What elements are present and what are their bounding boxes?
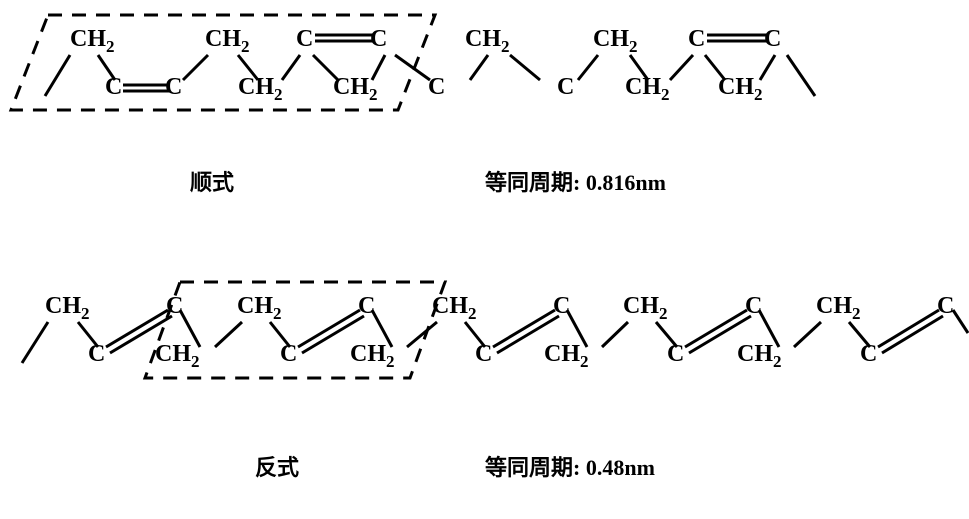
atom-label: CH2 (465, 26, 510, 57)
atom-label: CH2 (718, 74, 763, 105)
atom-label: CH2 (432, 293, 477, 324)
cis-period: 等同周期: 0.816nm (485, 165, 666, 197)
trans-period: 等同周期: 0.48nm (485, 450, 655, 482)
atom-label: CH2 (70, 26, 115, 57)
atom-label: CH2 (625, 74, 670, 105)
atom-label: CH2 (45, 293, 90, 324)
atom-label: C (88, 341, 105, 368)
atom-label: C (428, 74, 445, 101)
atom-label: C (667, 341, 684, 368)
atom-label: CH2 (205, 26, 250, 57)
atom-label: CH2 (623, 293, 668, 324)
atom-label: CH2 (155, 341, 200, 372)
period-label-text: 等同周期 (485, 170, 573, 195)
atom-label: CH2 (237, 293, 282, 324)
atom-label: C (688, 26, 705, 53)
period-value: 0.816nm (586, 170, 666, 195)
atom-label: C (166, 293, 183, 320)
period-value: 0.48nm (586, 455, 655, 480)
atom-label: C (745, 293, 762, 320)
atom-label: C (105, 74, 122, 101)
atom-label: C (370, 26, 387, 53)
atom-label: CH2 (333, 74, 378, 105)
atom-label: C (296, 26, 313, 53)
atom-label: CH2 (593, 26, 638, 57)
trans-label: 反式 (255, 450, 299, 482)
atom-label: C (475, 341, 492, 368)
colon: : (573, 170, 580, 195)
atom-label: C (553, 293, 570, 320)
atom-label: C (165, 74, 182, 101)
atom-label: CH2 (238, 74, 283, 105)
atom-label: CH2 (544, 341, 589, 372)
cis-label: 顺式 (190, 165, 234, 197)
period-label-text: 等同周期 (485, 455, 573, 480)
colon: : (573, 455, 580, 480)
atom-label: CH2 (350, 341, 395, 372)
atom-label: C (764, 26, 781, 53)
atom-label: C (358, 293, 375, 320)
atom-label: CH2 (816, 293, 861, 324)
atom-label: C (557, 74, 574, 101)
atom-label: C (280, 341, 297, 368)
atom-label: C (860, 341, 877, 368)
structure-svg (0, 0, 969, 519)
atom-label: CH2 (737, 341, 782, 372)
atom-label: C (937, 293, 954, 320)
